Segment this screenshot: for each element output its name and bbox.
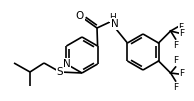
- Text: F: F: [180, 69, 185, 78]
- Text: O: O: [76, 11, 84, 21]
- Text: F: F: [180, 28, 185, 37]
- Text: N: N: [62, 59, 70, 69]
- Text: S: S: [57, 67, 63, 77]
- Text: F: F: [179, 23, 184, 32]
- Text: F: F: [173, 83, 178, 92]
- Text: F: F: [173, 56, 178, 65]
- Text: N: N: [111, 19, 119, 29]
- Text: H: H: [110, 13, 116, 22]
- Text: F: F: [173, 41, 178, 50]
